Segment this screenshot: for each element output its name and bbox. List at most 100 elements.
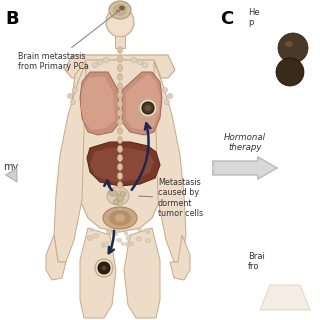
Ellipse shape — [101, 266, 107, 270]
Ellipse shape — [117, 100, 123, 108]
Polygon shape — [122, 72, 162, 135]
Ellipse shape — [285, 41, 293, 47]
Polygon shape — [87, 142, 160, 186]
Polygon shape — [65, 55, 175, 78]
Ellipse shape — [90, 228, 93, 231]
Ellipse shape — [117, 209, 123, 215]
Ellipse shape — [117, 181, 123, 188]
Ellipse shape — [115, 214, 125, 222]
Ellipse shape — [73, 87, 77, 92]
Ellipse shape — [142, 62, 148, 68]
Ellipse shape — [119, 5, 125, 11]
Ellipse shape — [103, 242, 108, 246]
Ellipse shape — [87, 236, 93, 239]
Ellipse shape — [107, 187, 129, 205]
Polygon shape — [80, 228, 116, 318]
Polygon shape — [170, 235, 190, 280]
Ellipse shape — [120, 192, 126, 196]
Ellipse shape — [136, 237, 141, 241]
Ellipse shape — [116, 10, 120, 12]
Ellipse shape — [117, 199, 123, 206]
Ellipse shape — [117, 218, 123, 225]
Text: Hormonal
therapy: Hormonal therapy — [224, 132, 266, 152]
Ellipse shape — [114, 229, 119, 233]
Ellipse shape — [117, 172, 123, 180]
Text: B: B — [5, 10, 19, 28]
FancyArrowPatch shape — [213, 157, 277, 179]
Polygon shape — [260, 285, 310, 310]
Ellipse shape — [109, 10, 131, 34]
Ellipse shape — [163, 87, 167, 92]
Polygon shape — [126, 74, 160, 130]
Circle shape — [278, 33, 308, 63]
Ellipse shape — [146, 230, 149, 234]
Ellipse shape — [109, 231, 115, 235]
Ellipse shape — [125, 242, 131, 247]
Polygon shape — [46, 235, 66, 280]
Polygon shape — [124, 228, 160, 318]
Ellipse shape — [124, 232, 128, 235]
Ellipse shape — [167, 93, 172, 99]
Ellipse shape — [117, 74, 123, 81]
Ellipse shape — [117, 92, 123, 99]
Ellipse shape — [117, 155, 123, 162]
Ellipse shape — [117, 127, 123, 134]
Ellipse shape — [117, 118, 123, 125]
Polygon shape — [115, 36, 125, 48]
Ellipse shape — [108, 228, 111, 233]
Ellipse shape — [97, 60, 103, 65]
Ellipse shape — [117, 238, 122, 242]
Ellipse shape — [106, 229, 109, 234]
Ellipse shape — [117, 190, 123, 197]
Ellipse shape — [98, 262, 110, 274]
Text: He
p: He p — [248, 8, 260, 28]
Ellipse shape — [137, 60, 143, 65]
Ellipse shape — [117, 55, 123, 62]
Ellipse shape — [117, 146, 123, 153]
Ellipse shape — [117, 137, 123, 143]
Ellipse shape — [109, 1, 131, 19]
Text: Metastasis
caused by
dorment
tumor cells: Metastasis caused by dorment tumor cells — [139, 178, 203, 218]
Ellipse shape — [95, 259, 113, 277]
Text: Brain metastasis
from Primary PCa: Brain metastasis from Primary PCa — [18, 12, 118, 71]
Ellipse shape — [113, 200, 119, 204]
FancyArrowPatch shape — [6, 168, 17, 182]
Ellipse shape — [164, 100, 170, 105]
Polygon shape — [80, 72, 120, 135]
Ellipse shape — [94, 233, 98, 238]
Polygon shape — [54, 62, 86, 262]
Ellipse shape — [139, 99, 157, 117]
Ellipse shape — [144, 228, 149, 232]
Circle shape — [276, 58, 304, 86]
Ellipse shape — [92, 62, 98, 68]
Ellipse shape — [70, 100, 76, 105]
Text: Brai
fro: Brai fro — [248, 252, 265, 271]
Polygon shape — [72, 60, 168, 232]
Ellipse shape — [117, 65, 123, 71]
Ellipse shape — [103, 58, 109, 62]
Ellipse shape — [68, 93, 73, 99]
Ellipse shape — [145, 105, 151, 111]
Ellipse shape — [142, 102, 154, 114]
Ellipse shape — [131, 58, 137, 62]
Ellipse shape — [117, 109, 123, 116]
Ellipse shape — [109, 190, 117, 196]
Polygon shape — [81, 76, 115, 130]
Ellipse shape — [112, 232, 117, 236]
Ellipse shape — [131, 242, 133, 246]
Ellipse shape — [138, 228, 141, 231]
Ellipse shape — [116, 195, 124, 201]
Ellipse shape — [109, 210, 131, 226]
Ellipse shape — [117, 164, 123, 171]
Ellipse shape — [117, 83, 123, 90]
Ellipse shape — [117, 46, 123, 53]
Ellipse shape — [113, 4, 127, 16]
Polygon shape — [90, 148, 154, 182]
Ellipse shape — [126, 236, 131, 240]
Ellipse shape — [101, 243, 105, 248]
Ellipse shape — [121, 242, 124, 246]
Ellipse shape — [88, 236, 92, 241]
Ellipse shape — [106, 7, 134, 37]
Polygon shape — [154, 62, 186, 262]
Text: C: C — [220, 10, 233, 28]
